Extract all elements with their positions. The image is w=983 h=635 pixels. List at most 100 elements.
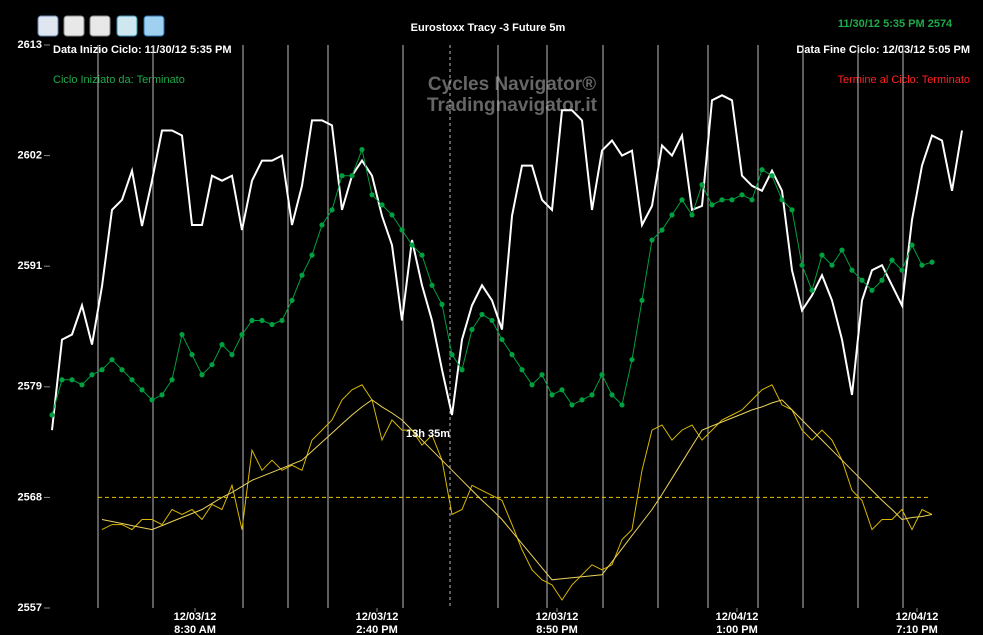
- price-dot: [269, 321, 275, 328]
- pan-button[interactable]: [63, 15, 85, 37]
- price-dot: [169, 377, 175, 383]
- price-dot: [369, 192, 375, 198]
- price-dot: [499, 336, 505, 343]
- zoom-button[interactable]: [89, 15, 111, 37]
- price-dot: [409, 242, 415, 248]
- price-dot: [509, 352, 515, 358]
- price-dot: [599, 372, 605, 378]
- price-dot: [519, 367, 525, 373]
- price-dot: [669, 212, 675, 218]
- price-dot: [359, 146, 365, 153]
- price-dot: [759, 167, 765, 173]
- x-tick-label: 12/03/12 8:30 AM: [173, 611, 217, 635]
- price-dot: [689, 212, 695, 218]
- series-line: [101, 399, 933, 581]
- price-dot: [629, 357, 635, 363]
- price-dot: [569, 402, 575, 408]
- price-dot: [389, 212, 395, 218]
- cycle-start: Data Inizio Ciclo: 11/30/12 5:35 PM: [53, 44, 232, 56]
- price-dot: [299, 272, 305, 278]
- price-dot: [99, 367, 105, 373]
- price-dot: [229, 352, 235, 358]
- price-dot: [539, 372, 545, 378]
- price-dot: [489, 317, 495, 324]
- price-dot: [699, 182, 705, 188]
- price-dot: [849, 267, 855, 273]
- price-dot: [149, 397, 155, 403]
- price-dot: [209, 362, 215, 368]
- price-dot: [159, 392, 165, 398]
- price-dot: [559, 387, 565, 393]
- camera-button[interactable]: [37, 15, 59, 37]
- price-dot: [659, 227, 665, 233]
- x-tick-label: 12/03/12 2:40 PM: [355, 611, 399, 635]
- price-dot: [59, 377, 65, 383]
- price-dot: [129, 377, 135, 383]
- price-dot: [449, 352, 455, 358]
- price-dot: [259, 317, 265, 324]
- annotation: 13h 35m: [406, 428, 450, 440]
- price-dot: [429, 282, 435, 288]
- price-dot: [249, 317, 255, 324]
- price-dot: [189, 352, 195, 358]
- price-dot: [199, 372, 205, 378]
- price-dot: [749, 197, 755, 203]
- price-dot: [419, 252, 425, 258]
- price-dot: [309, 252, 315, 258]
- export-button[interactable]: [143, 15, 165, 37]
- price-dot: [609, 392, 615, 398]
- last-quote: 11/30/12 5:35 PM 2574: [838, 18, 953, 30]
- price-dot: [869, 287, 875, 293]
- x-tick-label: 12/03/12 8:50 PM: [535, 611, 579, 635]
- price-dot: [929, 259, 935, 265]
- price-dot: [439, 301, 445, 307]
- y-tick-label: 2602: [18, 149, 42, 161]
- price-dot: [119, 367, 125, 373]
- price-dot: [819, 252, 825, 258]
- price-dot: [289, 297, 295, 303]
- price-dot: [799, 262, 805, 268]
- price-dot: [349, 173, 355, 179]
- price-dot: [319, 222, 325, 228]
- price-dot: [49, 412, 55, 418]
- price-dot: [789, 207, 795, 213]
- y-tick-label: 2591: [18, 260, 42, 272]
- watermark: Tradingnavigator.it: [427, 95, 598, 116]
- price-dot: [579, 397, 585, 403]
- price-dot: [339, 173, 345, 179]
- price-dot: [69, 377, 75, 383]
- price-dot: [829, 262, 835, 268]
- cycle-started-by: Ciclo Iniziato da: Terminato: [53, 74, 185, 86]
- price-dot: [709, 202, 715, 208]
- series-line: [51, 147, 933, 416]
- price-dot: [769, 173, 775, 179]
- price-dot: [469, 326, 475, 333]
- price-dot: [739, 192, 745, 198]
- reset-button[interactable]: [116, 15, 138, 37]
- watermark: Cycles Navigator®: [428, 74, 596, 95]
- price-dot: [79, 382, 85, 388]
- price-dot: [619, 402, 625, 408]
- y-tick-label: 2557: [18, 602, 42, 614]
- price-dot: [809, 287, 815, 293]
- price-dot: [399, 227, 405, 233]
- series-line: [51, 94, 963, 431]
- price-dot: [719, 197, 725, 203]
- x-tick-label: 12/04/12 1:00 PM: [715, 611, 759, 635]
- price-dot: [219, 341, 225, 348]
- price-dot: [549, 392, 555, 398]
- price-dot: [279, 317, 285, 324]
- price-dot: [919, 262, 925, 268]
- price-dot: [639, 297, 645, 303]
- price-dot: [179, 331, 185, 338]
- y-tick-label: 2568: [18, 491, 42, 503]
- price-dot: [729, 197, 735, 203]
- price-dot: [899, 267, 905, 273]
- y-tick-label: 2613: [18, 39, 42, 51]
- toolbar: [37, 15, 165, 37]
- y-tick-label: 2579: [18, 381, 42, 393]
- price-dot: [859, 277, 865, 283]
- price-dot: [909, 242, 915, 248]
